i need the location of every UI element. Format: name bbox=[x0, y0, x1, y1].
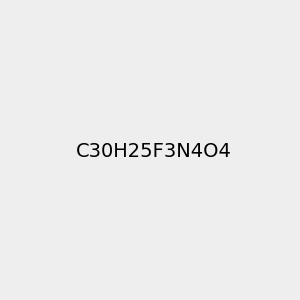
Text: C30H25F3N4O4: C30H25F3N4O4 bbox=[76, 142, 232, 161]
